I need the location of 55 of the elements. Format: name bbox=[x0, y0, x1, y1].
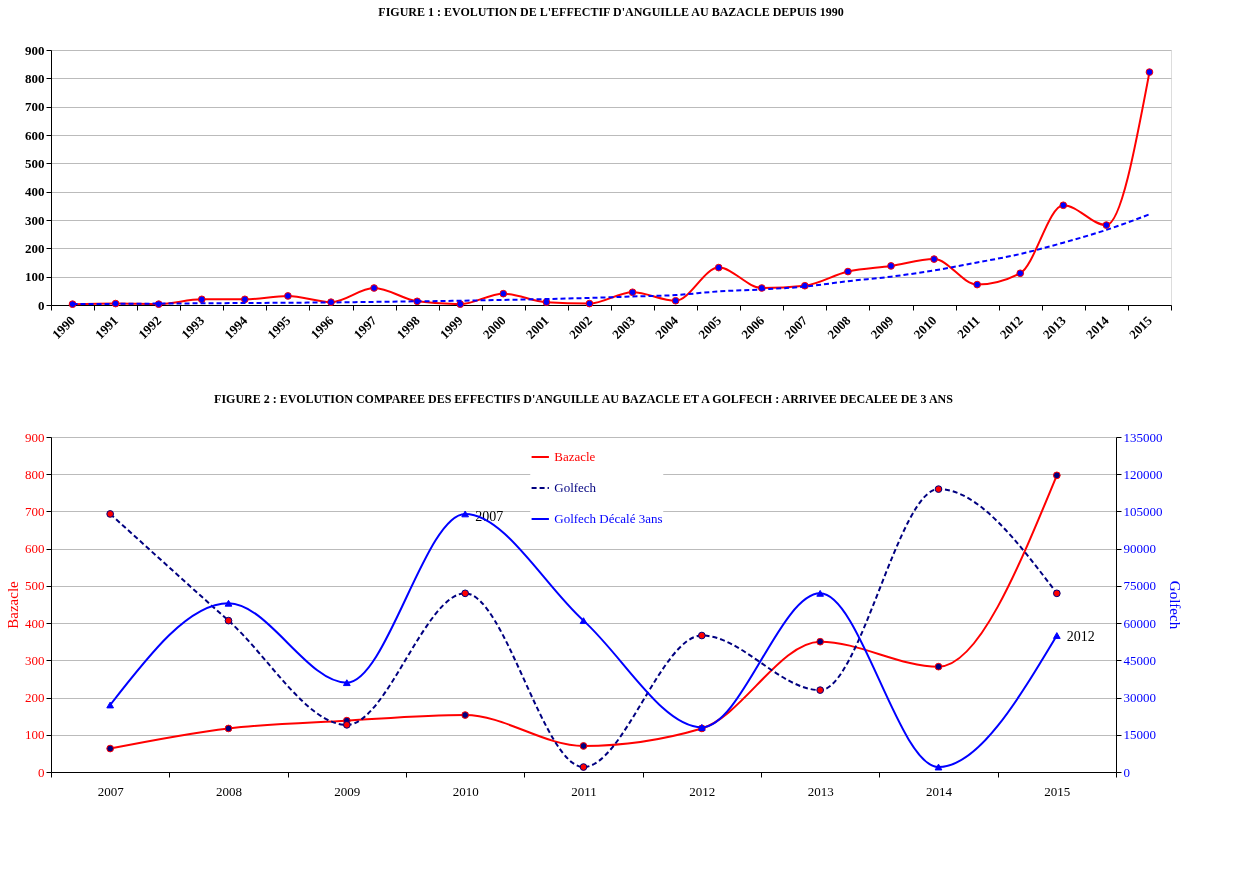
y-tick-label: 600 bbox=[25, 127, 45, 143]
y-tick-label: 300 bbox=[25, 652, 45, 668]
legend-label: Bazacle bbox=[554, 449, 596, 464]
annotation: 2007 bbox=[475, 509, 504, 525]
x-tick-label: 1991 bbox=[92, 312, 122, 342]
y2-tick-label: 45000 bbox=[1123, 652, 1156, 668]
y-tick-label: 800 bbox=[25, 70, 45, 86]
y-tick-label: 400 bbox=[25, 184, 45, 200]
y2-tick-label: 90000 bbox=[1123, 541, 1156, 557]
y-tick-label: 400 bbox=[25, 615, 45, 631]
x-tick-label: 2014 bbox=[926, 783, 953, 799]
y2-tick-label: 60000 bbox=[1123, 615, 1156, 631]
chart-title: FIGURE 1 : EVOLUTION DE L'EFFECTIF D'ANGUILLE AU BAZACLE DEPUIS 1990 bbox=[378, 5, 844, 19]
y2-tick-label: 135000 bbox=[1123, 429, 1163, 445]
y-tick-label: 100 bbox=[25, 269, 45, 285]
x-tick-label: 1990 bbox=[49, 312, 78, 342]
y-tick-label: 0 bbox=[38, 764, 45, 780]
x-tick-label: 2013 bbox=[807, 783, 834, 799]
y-tick-label: 800 bbox=[25, 466, 45, 482]
x-tick-label: 1999 bbox=[436, 312, 467, 342]
legend-label: Golfech bbox=[554, 480, 597, 495]
x-tick-label: 2009 bbox=[334, 783, 361, 799]
x-tick-label: 1998 bbox=[393, 312, 423, 342]
annotation: 2012 bbox=[1066, 629, 1095, 645]
x-tick-label: 2001 bbox=[522, 312, 552, 342]
y2-tick-label: 105000 bbox=[1123, 503, 1163, 519]
x-tick-label: 2010 bbox=[452, 783, 479, 799]
legend-label: Golfech Décalé 3ans bbox=[554, 511, 663, 526]
y2-tick-label: 75000 bbox=[1123, 578, 1156, 594]
y2-tick-label: 30000 bbox=[1123, 690, 1156, 706]
x-tick-label: 2011 bbox=[954, 312, 983, 342]
x-tick-label: 2011 bbox=[571, 783, 597, 799]
y-tick-label: 200 bbox=[25, 240, 45, 256]
y2-axis-title: Golfech bbox=[1166, 580, 1183, 630]
y-axis-title: Bazacle bbox=[5, 580, 21, 629]
y-tick-label: 100 bbox=[25, 727, 45, 743]
y-tick-label: 200 bbox=[25, 690, 45, 706]
y-tick-label: 0 bbox=[38, 297, 45, 313]
y2-tick-label: 0 bbox=[1123, 764, 1130, 780]
y-tick-label: 900 bbox=[25, 42, 45, 58]
y-tick-label: 300 bbox=[25, 212, 45, 228]
y-tick-label: 700 bbox=[25, 503, 45, 519]
chart-title: FIGURE 2 : EVOLUTION COMPAREE DES EFFECTIFS D'ANGUILLE AU BAZACLE ET A GOLFECH : ARRIVEE DECALEE DE 3 ANS bbox=[214, 392, 954, 406]
y2-tick-label: 120000 bbox=[1123, 466, 1163, 482]
x-tick-label: 2008 bbox=[216, 783, 242, 799]
x-tick-label: 2007 bbox=[97, 783, 125, 799]
y-tick-label: 900 bbox=[25, 429, 45, 445]
x-tick-label: 2015 bbox=[1044, 783, 1071, 799]
y-tick-label: 500 bbox=[25, 578, 45, 594]
x-tick-label: 2013 bbox=[1039, 312, 1070, 342]
x-tick-label: 2012 bbox=[689, 783, 716, 799]
y2-tick-label: 15000 bbox=[1123, 727, 1156, 743]
y-tick-label: 700 bbox=[25, 99, 45, 115]
y-tick-label: 500 bbox=[25, 155, 45, 171]
y-tick-label: 600 bbox=[25, 541, 45, 557]
